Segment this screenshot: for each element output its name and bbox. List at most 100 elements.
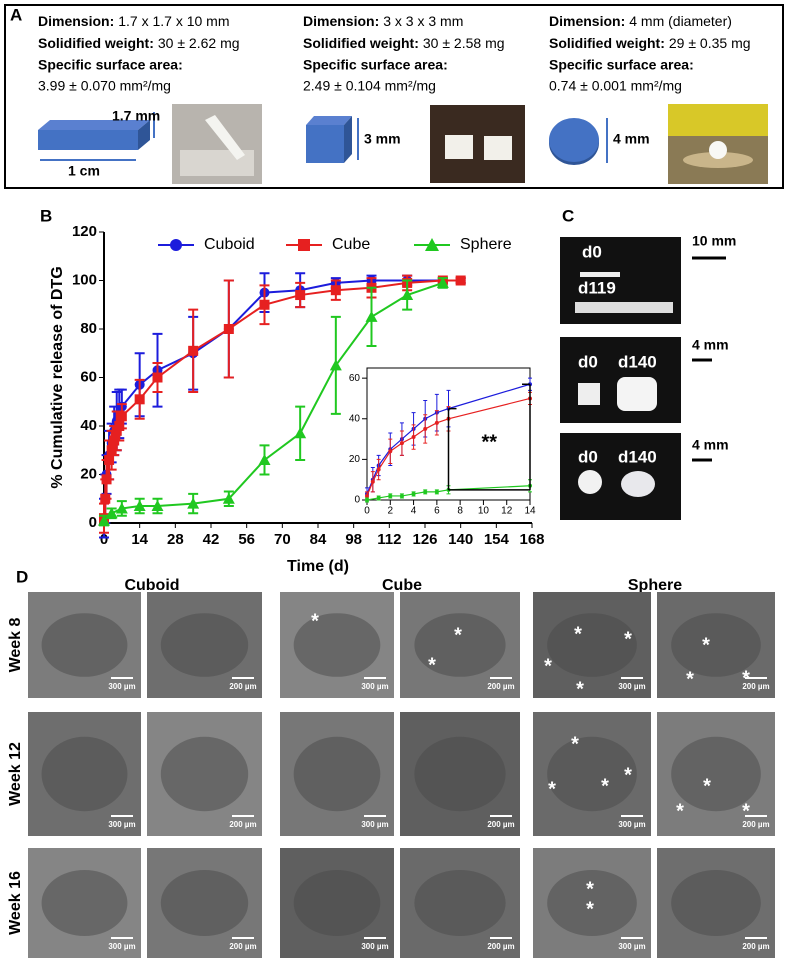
legend-label: Cuboid bbox=[204, 236, 255, 253]
spec-value: 2.49 ± 0.104 mm²/mg bbox=[303, 78, 436, 94]
marker bbox=[330, 285, 341, 296]
marker bbox=[152, 372, 163, 383]
marker bbox=[376, 495, 381, 500]
marker bbox=[423, 489, 428, 494]
x-tick-label: 70 bbox=[274, 531, 291, 548]
scale-label: 200 µm bbox=[229, 942, 256, 951]
y-axis-title: % Cumulative release of DTG bbox=[49, 266, 66, 488]
sem-texture bbox=[547, 870, 637, 936]
y-tick-label: 60 bbox=[349, 373, 361, 384]
x-tick-label: 98 bbox=[345, 531, 362, 548]
sem-texture bbox=[160, 613, 249, 677]
x-tick-label: 2 bbox=[388, 506, 394, 517]
photo-label: d0 bbox=[582, 242, 602, 261]
x-tick-label: 42 bbox=[203, 531, 220, 548]
asterisk: * bbox=[574, 623, 582, 645]
spec-line: Dimension: 4 mm (diameter) bbox=[549, 13, 732, 29]
marker bbox=[104, 454, 115, 465]
scale-label: 300 µm bbox=[361, 820, 388, 829]
asterisk: * bbox=[702, 634, 710, 656]
marker bbox=[151, 500, 164, 512]
marker bbox=[133, 500, 146, 512]
sem-texture bbox=[293, 736, 381, 812]
row-label: Week 12 bbox=[7, 742, 24, 806]
dimension-label: 3 mm bbox=[364, 131, 401, 147]
x-tick-label: 126 bbox=[412, 531, 437, 548]
marker bbox=[222, 492, 235, 504]
asterisk: * bbox=[454, 624, 462, 646]
x-tick-label: 154 bbox=[484, 531, 510, 548]
marker bbox=[370, 479, 375, 484]
row-label: Week 16 bbox=[7, 871, 24, 935]
y-tick-label: 0 bbox=[89, 514, 97, 531]
marker bbox=[365, 498, 369, 502]
spec-line: Dimension: 1.7 x 1.7 x 10 mm bbox=[38, 13, 230, 29]
y-tick-label: 20 bbox=[80, 465, 97, 482]
sem-texture bbox=[671, 736, 761, 812]
asterisk: * bbox=[742, 667, 750, 689]
marker bbox=[329, 359, 342, 371]
marker bbox=[388, 449, 393, 454]
asterisk: * bbox=[586, 898, 594, 920]
marker bbox=[259, 299, 270, 310]
y-tick-label: 80 bbox=[80, 320, 97, 337]
spec-key: Specific surface area: bbox=[303, 57, 448, 73]
spec-value: 30 ± 2.58 mg bbox=[423, 35, 505, 51]
scale-label: 4 mm bbox=[692, 437, 729, 453]
marker bbox=[106, 445, 117, 456]
scale-label: 200 µm bbox=[487, 682, 514, 691]
spec-key: Specific surface area: bbox=[38, 57, 183, 73]
spec-key: Dimension: bbox=[38, 13, 114, 29]
scale-label: 200 µm bbox=[487, 820, 514, 829]
y-tick-label: 120 bbox=[72, 223, 97, 240]
x-tick-label: 84 bbox=[310, 531, 327, 548]
panel-letter: A bbox=[10, 5, 22, 24]
marker bbox=[455, 275, 466, 286]
x-tick-label: 14 bbox=[524, 506, 536, 517]
scale-label: 200 µm bbox=[742, 820, 769, 829]
asterisk: * bbox=[601, 775, 609, 797]
marker bbox=[105, 507, 118, 519]
x-tick-label: 0 bbox=[364, 506, 370, 517]
sem-texture bbox=[293, 870, 381, 936]
sem-texture bbox=[547, 736, 637, 812]
scale-label: 200 µm bbox=[742, 942, 769, 951]
marker bbox=[134, 394, 145, 405]
asterisk: * bbox=[624, 628, 632, 650]
x-tick-label: 168 bbox=[519, 531, 544, 548]
marker bbox=[436, 276, 449, 288]
series-line bbox=[366, 383, 531, 495]
scale-label: 300 µm bbox=[618, 682, 645, 691]
spec-line: Solidified weight: 29 ± 0.35 mg bbox=[549, 35, 751, 51]
marker bbox=[115, 502, 128, 514]
dimension-label: 1 cm bbox=[68, 163, 100, 179]
scale-label: 300 µm bbox=[108, 682, 135, 691]
scale-label: 300 µm bbox=[618, 942, 645, 951]
x-tick-label: 140 bbox=[448, 531, 473, 548]
spec-value: 0.74 ± 0.001 mm²/mg bbox=[549, 78, 682, 94]
spec-value: 1.7 x 1.7 x 10 mm bbox=[118, 13, 229, 29]
marker bbox=[188, 345, 199, 356]
x-tick-label: 14 bbox=[131, 531, 148, 548]
marker bbox=[401, 289, 414, 301]
spec-line: Solidified weight: 30 ± 2.58 mg bbox=[303, 35, 505, 51]
scale-label: 200 µm bbox=[487, 942, 514, 951]
column-header: Cube bbox=[382, 577, 422, 594]
sem-texture bbox=[671, 870, 761, 936]
sem-texture bbox=[293, 613, 381, 677]
sem-texture bbox=[671, 613, 761, 677]
asterisk: * bbox=[576, 678, 584, 700]
marker bbox=[295, 290, 306, 301]
series-line bbox=[366, 397, 531, 497]
spec-key: Solidified weight: bbox=[38, 35, 154, 51]
x-tick-label: 56 bbox=[238, 531, 255, 548]
spec-value: 3 x 3 x 3 mm bbox=[383, 13, 463, 29]
scale-label: 300 µm bbox=[108, 820, 135, 829]
x-tick-label: 4 bbox=[411, 506, 417, 517]
spec-key: Dimension: bbox=[303, 13, 379, 29]
legend-marker bbox=[170, 239, 182, 251]
asterisk: * bbox=[311, 610, 319, 632]
marker bbox=[434, 420, 439, 425]
scale-label: 10 mm bbox=[692, 233, 736, 249]
